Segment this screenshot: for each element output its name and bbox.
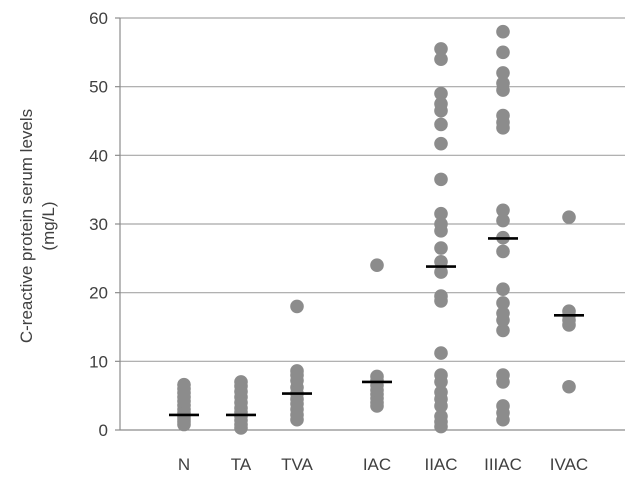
data-point-iiac-19 (434, 117, 448, 132)
data-point-iiac-22 (434, 86, 448, 101)
category-label-iiiac: IIIAC (484, 455, 522, 474)
data-point-iiiac-5 (496, 323, 510, 338)
data-point-iiiac-21 (496, 24, 510, 39)
data-point-iiac-11 (434, 265, 448, 279)
y-tick-label-50: 50 (89, 78, 108, 97)
y-tick-label-20: 20 (89, 284, 108, 303)
data-point-iiac-21 (434, 97, 448, 111)
data-point-ivac-0 (562, 379, 576, 394)
data-point-iiac-24 (434, 42, 448, 56)
data-point-iiiac-7 (496, 306, 510, 321)
data-point-iiiac-10 (496, 244, 510, 259)
gridlines (120, 17, 625, 362)
data-point-iiiac-4 (496, 368, 510, 382)
data-point-tva-9 (290, 364, 304, 378)
data-point-iiac-2 (434, 409, 448, 424)
category-label-ivac: IVAC (550, 455, 588, 474)
data-point-iiac-12 (434, 254, 448, 269)
data-point-ivac-5 (562, 210, 576, 224)
data-point-iiac-8 (434, 346, 448, 360)
y-axis-title: C-reactive protein serum levels (mg/L) (17, 109, 58, 343)
median-lines (169, 237, 584, 417)
y-tick-label-40: 40 (89, 146, 108, 165)
data-point-iiiac-12 (496, 213, 510, 228)
category-label-n: N (178, 455, 190, 474)
y-tick-labels: 0 10 20 30 40 50 60 (89, 9, 108, 440)
data-point-n-11 (177, 377, 191, 392)
data-point-iiiac-2 (496, 399, 510, 413)
y-tick-label-30: 30 (89, 215, 108, 234)
data-point-iiac-16 (434, 206, 448, 221)
data-point-iiiac-13 (496, 203, 510, 218)
category-label-iiac: IIAC (424, 455, 457, 474)
data-point-iiiac-9 (496, 282, 510, 297)
category-labels: N TA TVA IAC IIAC IIIAC IVAC (178, 455, 588, 474)
data-point-iiac-23 (434, 52, 448, 66)
category-label-ta: TA (231, 455, 252, 474)
data-point-iiac-17 (434, 172, 448, 187)
data-point-iiac-10 (434, 289, 448, 303)
data-point-iiiac-16 (496, 108, 510, 123)
data-point-iac-7 (370, 369, 384, 384)
category-label-tva: TVA (281, 455, 313, 474)
y-axis-title-line1: C-reactive protein serum levels (17, 109, 36, 343)
data-points (177, 24, 576, 435)
y-tick-label-60: 60 (89, 9, 108, 28)
data-point-iac-8 (370, 258, 384, 273)
data-point-iiac-7 (434, 368, 448, 382)
data-point-iiac-5 (434, 385, 448, 400)
category-label-iac: IAC (363, 455, 391, 474)
data-point-ta-10 (234, 375, 248, 389)
y-tick-label-0: 0 (99, 421, 108, 440)
data-point-iiiac-20 (496, 45, 510, 60)
y-tick-label-10: 10 (89, 352, 108, 371)
data-point-iiac-13 (434, 241, 448, 255)
data-point-iiac-15 (434, 217, 448, 231)
data-point-iiiac-18 (496, 76, 510, 91)
axes (115, 17, 625, 431)
data-point-iiiac-8 (496, 296, 510, 310)
data-point-tva-10 (290, 299, 304, 314)
data-point-iiac-18 (434, 136, 448, 151)
data-point-iiiac-19 (496, 66, 510, 80)
y-axis-title-line2: (mg/L) (39, 201, 58, 250)
